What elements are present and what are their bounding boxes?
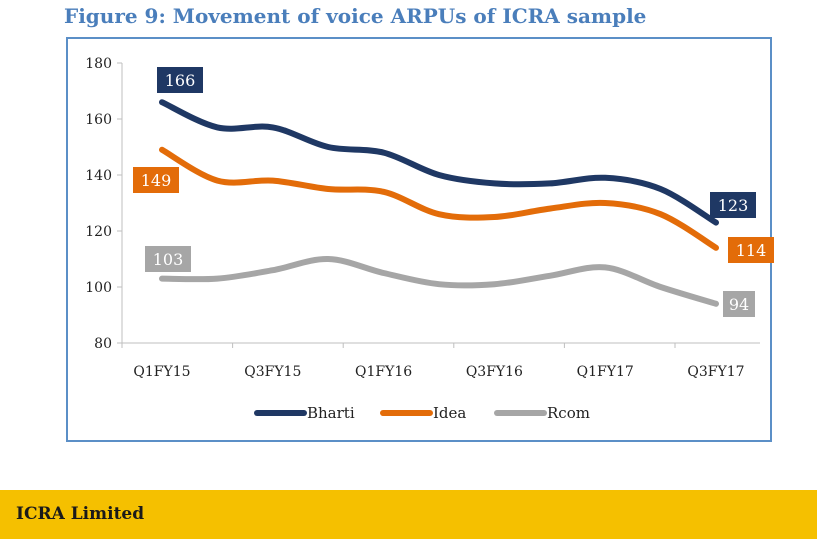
y-tick-label: 180 <box>85 56 112 72</box>
data-label-box <box>710 192 756 218</box>
data-label: 94 <box>729 295 749 314</box>
legend-label-bharti: Bharti <box>307 404 355 422</box>
data-label-box <box>133 167 179 193</box>
footer-band: ICRA Limited <box>0 490 817 539</box>
figure-title: Figure 9: Movement of voice ARPUs of ICR… <box>64 4 647 28</box>
x-tick-label: Q1FY15 <box>133 364 190 380</box>
y-tick-label: 100 <box>85 280 112 296</box>
data-label-box <box>145 246 191 272</box>
x-tick-label: Q1FY16 <box>355 364 412 380</box>
data-label-box <box>157 67 203 93</box>
legend-label-rcom: Rcom <box>547 404 590 422</box>
y-tick-label: 140 <box>85 168 112 184</box>
data-label-box <box>728 237 774 263</box>
series-line-idea <box>159 146 719 251</box>
data-label: 123 <box>718 196 749 215</box>
data-label: 103 <box>153 250 184 269</box>
legend-label-idea: Idea <box>433 404 466 422</box>
data-label-box <box>723 291 755 317</box>
x-tick-label: Q1FY17 <box>577 364 634 380</box>
x-tick-label: Q3FY16 <box>466 364 523 380</box>
y-tick-label: 80 <box>94 336 112 352</box>
data-label: 149 <box>141 171 172 190</box>
y-tick-label: 160 <box>85 112 112 128</box>
x-tick-label: Q3FY15 <box>244 364 301 380</box>
data-label: 114 <box>736 241 767 260</box>
data-label: 166 <box>165 71 196 90</box>
x-tick-label: Q3FY17 <box>687 364 744 380</box>
series-line-bharti <box>159 99 719 226</box>
y-tick-label: 120 <box>85 224 112 240</box>
series-line-rcom <box>159 255 719 307</box>
footer-company: ICRA Limited <box>16 504 145 524</box>
